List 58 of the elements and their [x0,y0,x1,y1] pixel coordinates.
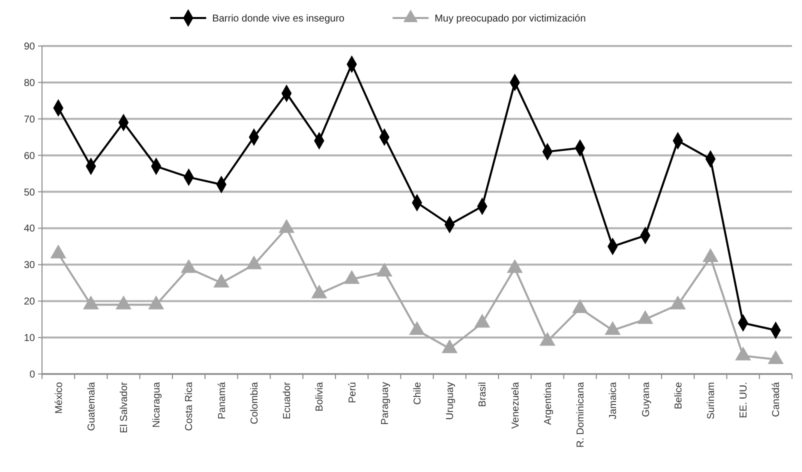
x-tick-label: Chile [412,382,424,405]
y-tick-label: 30 [24,260,36,272]
x-tick-label: Venezuela [510,382,522,429]
point [735,346,752,360]
x-tick-label: Surinam [706,382,717,420]
point [344,270,360,284]
point [116,296,132,310]
x-tick-label: Belice [673,382,684,410]
legend-label: Barrio donde vive es inseguro [212,14,345,24]
x-tick-label: Paraguay [380,382,391,425]
x-tick-label: México [54,382,65,414]
point [409,321,425,335]
legend-label: Muy preocupado por victimización [434,14,586,24]
x-tick-label: Costa Rica [184,382,196,431]
y-tick-label: 70 [24,114,36,126]
point [442,339,458,354]
point [246,255,262,270]
x-tick-label: Panamá [216,382,228,420]
x-tick-label: Bolivia [314,382,326,412]
point [278,219,295,233]
x-tick-label: Brasil [478,382,489,408]
point [637,310,654,324]
y-tick-label: 10 [24,333,36,344]
x-tick-label: Colombia [249,382,260,424]
y-tick-label: 80 [24,78,36,89]
point [506,259,523,273]
point [213,274,230,288]
x-tick-label: Perú [347,382,358,404]
x-tick-label: EE. UU. [738,382,750,418]
point [539,332,556,346]
x-tick-label: Guatemala [86,382,98,431]
x-tick-label: R. Dominicana [576,382,587,448]
point [82,296,99,310]
y-tick-label: 20 [24,296,36,308]
x-tick-label: Argentina [542,382,554,425]
point [474,314,490,328]
point [180,259,197,273]
point [670,296,686,310]
point [311,284,328,298]
point [572,299,588,313]
point [50,244,66,258]
point [148,296,164,310]
point [376,262,392,277]
y-tick-label: 40 [24,224,36,235]
point [604,321,621,335]
x-tick-label: Nicaragua [152,382,163,428]
x-tick-label: Jamaica [608,382,620,420]
point [768,350,784,364]
x-tick-label: Ecuador [282,381,294,420]
point [702,248,718,262]
y-tick-label: 50 [24,187,36,198]
y-tick-label: 60 [24,150,36,162]
y-tick-label: 90 [24,42,36,52]
x-tick-label: El Salvador [119,381,130,434]
y-tick-label: 0 [29,370,36,380]
x-tick-label: Uruguay [445,382,456,420]
x-tick-label: Guyana [640,382,652,418]
x-tick-label: Canadá [771,382,782,418]
